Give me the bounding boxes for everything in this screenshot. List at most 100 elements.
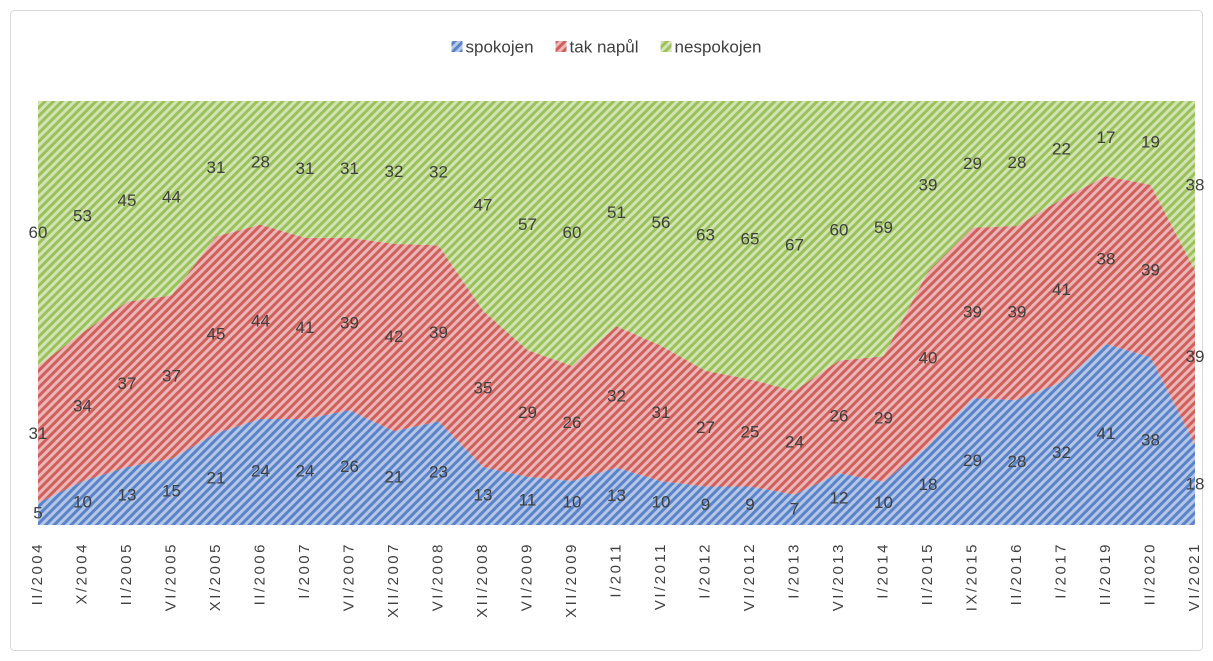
data-label: 38: [1141, 431, 1160, 450]
data-label: 31: [296, 159, 315, 178]
x-tick-label: XI/2005: [207, 542, 224, 611]
data-label: 41: [1097, 424, 1116, 443]
data-label: 19: [1141, 132, 1160, 151]
x-tick-label: II/2015: [919, 542, 936, 605]
data-label: 12: [830, 489, 849, 508]
data-label: 53: [73, 206, 92, 225]
legend-label: nespokojen: [675, 37, 762, 56]
data-label: 18: [919, 475, 938, 494]
data-label: 26: [340, 457, 359, 476]
data-label: 41: [296, 318, 315, 337]
x-tick-label: I/2013: [785, 542, 802, 599]
data-label: 37: [162, 367, 181, 386]
data-label: 29: [963, 451, 982, 470]
data-label: 28: [1008, 153, 1027, 172]
data-label: 13: [607, 486, 626, 505]
data-label: 38: [1186, 175, 1205, 194]
data-label: 39: [340, 314, 359, 333]
legend: spokojen tak napůl nespokojen: [451, 37, 762, 56]
data-label: 31: [29, 424, 48, 443]
x-tick-label: VI/2005: [162, 542, 179, 611]
data-label: 39: [1008, 302, 1027, 321]
data-label: 24: [785, 432, 804, 451]
x-tick-label: XII/2008: [474, 542, 491, 618]
data-label: 9: [701, 495, 710, 514]
data-label: 39: [429, 323, 448, 342]
x-tick-label: I/2014: [874, 542, 891, 599]
x-tick-label: I/2007: [296, 542, 313, 599]
x-tick-label: I/2012: [696, 542, 713, 599]
x-tick-label: VI/2011: [652, 542, 669, 610]
data-label: 41: [1052, 280, 1071, 299]
data-label: 28: [251, 152, 270, 171]
data-label: 24: [251, 461, 270, 480]
x-tick-label: II/2020: [1141, 542, 1158, 605]
x-tick-label: II/2005: [118, 542, 135, 605]
area: [38, 343, 1195, 525]
data-label: 9: [745, 495, 754, 514]
legend-label: tak napůl: [570, 37, 639, 56]
data-label: 10: [73, 493, 92, 512]
area: [38, 176, 1195, 503]
area: [38, 101, 1195, 391]
data-label: 44: [251, 311, 270, 330]
data-label: 17: [1097, 128, 1116, 147]
data-label: 39: [919, 176, 938, 195]
data-label: 35: [474, 378, 493, 397]
data-label: 24: [296, 461, 315, 480]
data-label: 13: [118, 485, 137, 504]
x-tick-label: VI/2021: [1186, 542, 1203, 611]
x-tick-label: II/2016: [1008, 542, 1025, 605]
data-label: 13: [474, 485, 493, 504]
x-tick-label: II/2006: [251, 542, 268, 605]
data-label: 18: [1186, 474, 1205, 493]
data-label: 38: [1097, 249, 1116, 268]
data-label: 63: [696, 225, 715, 244]
data-label: 10: [652, 493, 671, 512]
data-label: 56: [652, 213, 671, 232]
data-label: 47: [474, 195, 493, 214]
x-tick-label: I/2017: [1052, 542, 1069, 599]
x-tick-label: XII/2009: [563, 542, 580, 618]
data-label: 37: [118, 374, 137, 393]
data-label: 57: [518, 215, 537, 234]
data-label: 60: [830, 220, 849, 239]
x-tick-label: VI/2008: [429, 542, 446, 611]
x-tick-label: II/2004: [29, 542, 46, 605]
x-tick-label: IX/2015: [963, 542, 980, 611]
legend-label: spokojen: [465, 37, 533, 56]
data-label: 67: [785, 235, 804, 254]
data-label: 26: [830, 406, 849, 425]
data-label: 32: [1052, 443, 1071, 462]
data-label: 29: [874, 408, 893, 427]
data-label: 59: [874, 218, 893, 237]
data-label: 39: [1186, 347, 1205, 366]
data-label: 42: [385, 327, 404, 346]
legend-swatch: [555, 41, 567, 52]
data-label: 39: [963, 302, 982, 321]
data-label: 34: [73, 396, 92, 415]
legend-swatch: [451, 41, 463, 52]
data-label: 5: [33, 503, 42, 522]
data-label: 22: [1052, 140, 1071, 159]
data-label: 31: [652, 403, 671, 422]
data-label: 21: [207, 469, 226, 488]
data-label: 65: [741, 230, 760, 249]
data-label: 29: [963, 154, 982, 173]
data-label: 11: [519, 490, 537, 509]
data-label: 45: [118, 191, 137, 210]
data-label: 60: [563, 223, 582, 242]
x-tick-label: XII/2007: [385, 542, 402, 618]
data-label: 31: [207, 158, 226, 177]
data-label: 60: [29, 223, 48, 242]
data-label: 32: [429, 163, 448, 182]
x-tick-label: X/2004: [73, 542, 90, 605]
data-label: 32: [385, 162, 404, 181]
data-label: 10: [874, 493, 893, 512]
x-tick-label: VI/2009: [518, 542, 535, 611]
data-label: 15: [162, 481, 181, 500]
data-label: 39: [1141, 261, 1160, 280]
data-label: 25: [741, 422, 760, 441]
x-tick-label: VI/2013: [830, 542, 847, 611]
